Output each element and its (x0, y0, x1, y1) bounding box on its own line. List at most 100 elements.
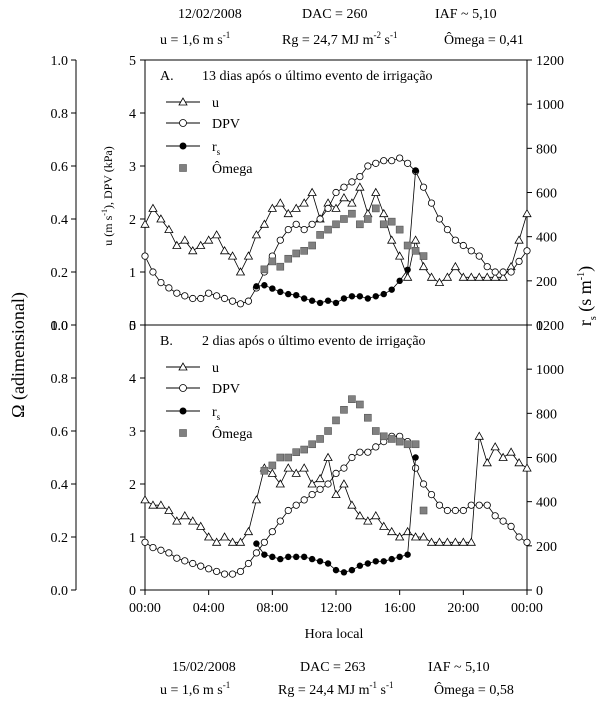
omega-point (411, 440, 420, 449)
u-point (299, 198, 309, 207)
omega-tick-label: 1.0 (51, 319, 69, 334)
u-point (196, 240, 206, 249)
rs-tick-label: 200 (536, 540, 557, 555)
header-top-rg-text: Rg = 24,7 MJ m (282, 33, 374, 48)
u-dpv-tick-label: 5 (129, 319, 136, 334)
legend-u-label: u (212, 96, 219, 111)
dpv-point (292, 220, 300, 228)
u-point (339, 192, 349, 202)
u-point (196, 521, 206, 530)
u-point (203, 532, 214, 541)
omega-point (395, 225, 404, 234)
dpv-point (443, 226, 452, 234)
u-point (164, 224, 174, 234)
u-point (156, 500, 166, 509)
x-tick-label: 08:00 (256, 601, 288, 616)
dpv-point (197, 562, 205, 570)
u-dpv-tick-label: 4 (129, 372, 136, 387)
omega-tick-label: 0.8 (51, 107, 69, 122)
rs-point (380, 558, 387, 565)
dpv-point (499, 517, 507, 525)
dpv-point (523, 247, 531, 255)
panel-b: B. 2 dias após o último evento de irrigaç… (140, 334, 532, 578)
header-top-u: u = 1,6 m s-1 (160, 30, 230, 48)
u-point (490, 272, 500, 281)
dpv-point (205, 289, 213, 297)
omega-point (316, 435, 324, 443)
omega-point (371, 427, 380, 435)
u-point (498, 452, 508, 461)
dpv-point (435, 215, 444, 223)
u-point (219, 245, 230, 255)
u-dpv-axis-label-text: u (m s (101, 215, 115, 245)
dpv-point (356, 448, 364, 456)
omega-tick-label: 0.6 (51, 160, 69, 175)
legend-dpv-marker (179, 119, 187, 127)
legend-rs-label-sub: s (217, 147, 221, 157)
rs-point (372, 558, 379, 565)
rs-point (388, 286, 395, 293)
u-point (148, 500, 158, 509)
dpv-point (244, 297, 253, 305)
dpv-point (165, 549, 173, 557)
dpv-point (435, 501, 444, 509)
rs-point (293, 291, 300, 299)
u-point (235, 537, 246, 546)
x-tick-label: 04:00 (193, 601, 225, 616)
dpv-point (260, 538, 268, 546)
dpv-point (372, 443, 380, 451)
header-bottom-u-exp: -1 (223, 680, 231, 690)
dpv-point (467, 501, 475, 509)
u-point (275, 479, 285, 488)
omega-point (332, 416, 340, 425)
u-point (402, 272, 413, 281)
u-point (474, 431, 484, 440)
dpv-point (324, 204, 332, 212)
u-point (379, 208, 389, 218)
legend-rs-label: rs (212, 405, 221, 422)
u-point (211, 230, 222, 239)
omega-point (268, 461, 277, 470)
legend-rs-label: rs (212, 140, 221, 157)
rs-tick-label: 800 (536, 142, 557, 157)
rs-tick-label: 1200 (536, 319, 564, 334)
u-point (251, 230, 262, 239)
omega-tick-label: 0.0 (51, 584, 69, 599)
u-point (442, 537, 453, 546)
omega-point (364, 215, 372, 223)
u-point (243, 526, 254, 536)
dpv-point (340, 183, 348, 191)
rs-point (293, 553, 300, 561)
u-point (394, 532, 405, 541)
omega-point (364, 413, 372, 422)
u-point (410, 532, 421, 541)
rs-axis-label-close: ) (575, 266, 596, 272)
dpv-point (228, 297, 237, 305)
rs-point (316, 558, 324, 565)
u-point (180, 235, 190, 244)
rs-tick-label: 1000 (536, 363, 564, 378)
omega-axis-label: Ω (adimensional) (8, 292, 29, 418)
u-point (426, 272, 437, 281)
dpv-point (220, 294, 229, 303)
rs-point (277, 555, 284, 563)
omega-point (403, 440, 412, 449)
rs-point (412, 454, 419, 461)
omega-point (292, 249, 301, 258)
header-bottom-iaf: IAF ~ 5,10 (428, 660, 490, 675)
dpv-point (451, 236, 459, 244)
omega-point (348, 395, 356, 404)
rs-point (300, 295, 308, 302)
omega-point (387, 435, 396, 443)
header-bottom: 15/02/2008 DAC = 263 IAF ~ 5,10 u = 1,6 … (160, 660, 514, 698)
legend-dpv-label: DPV (212, 117, 240, 132)
u-point (387, 235, 397, 244)
panel-title: 2 dias após o último evento de irrigação (202, 334, 426, 349)
rs-point (261, 551, 268, 558)
omega-point (379, 220, 388, 229)
dpv-point (427, 199, 436, 207)
rs-tick-label: 600 (536, 187, 557, 202)
rs-point (253, 283, 260, 290)
u-point (172, 516, 182, 525)
rs-axis-label-unit: (s m (575, 280, 596, 316)
